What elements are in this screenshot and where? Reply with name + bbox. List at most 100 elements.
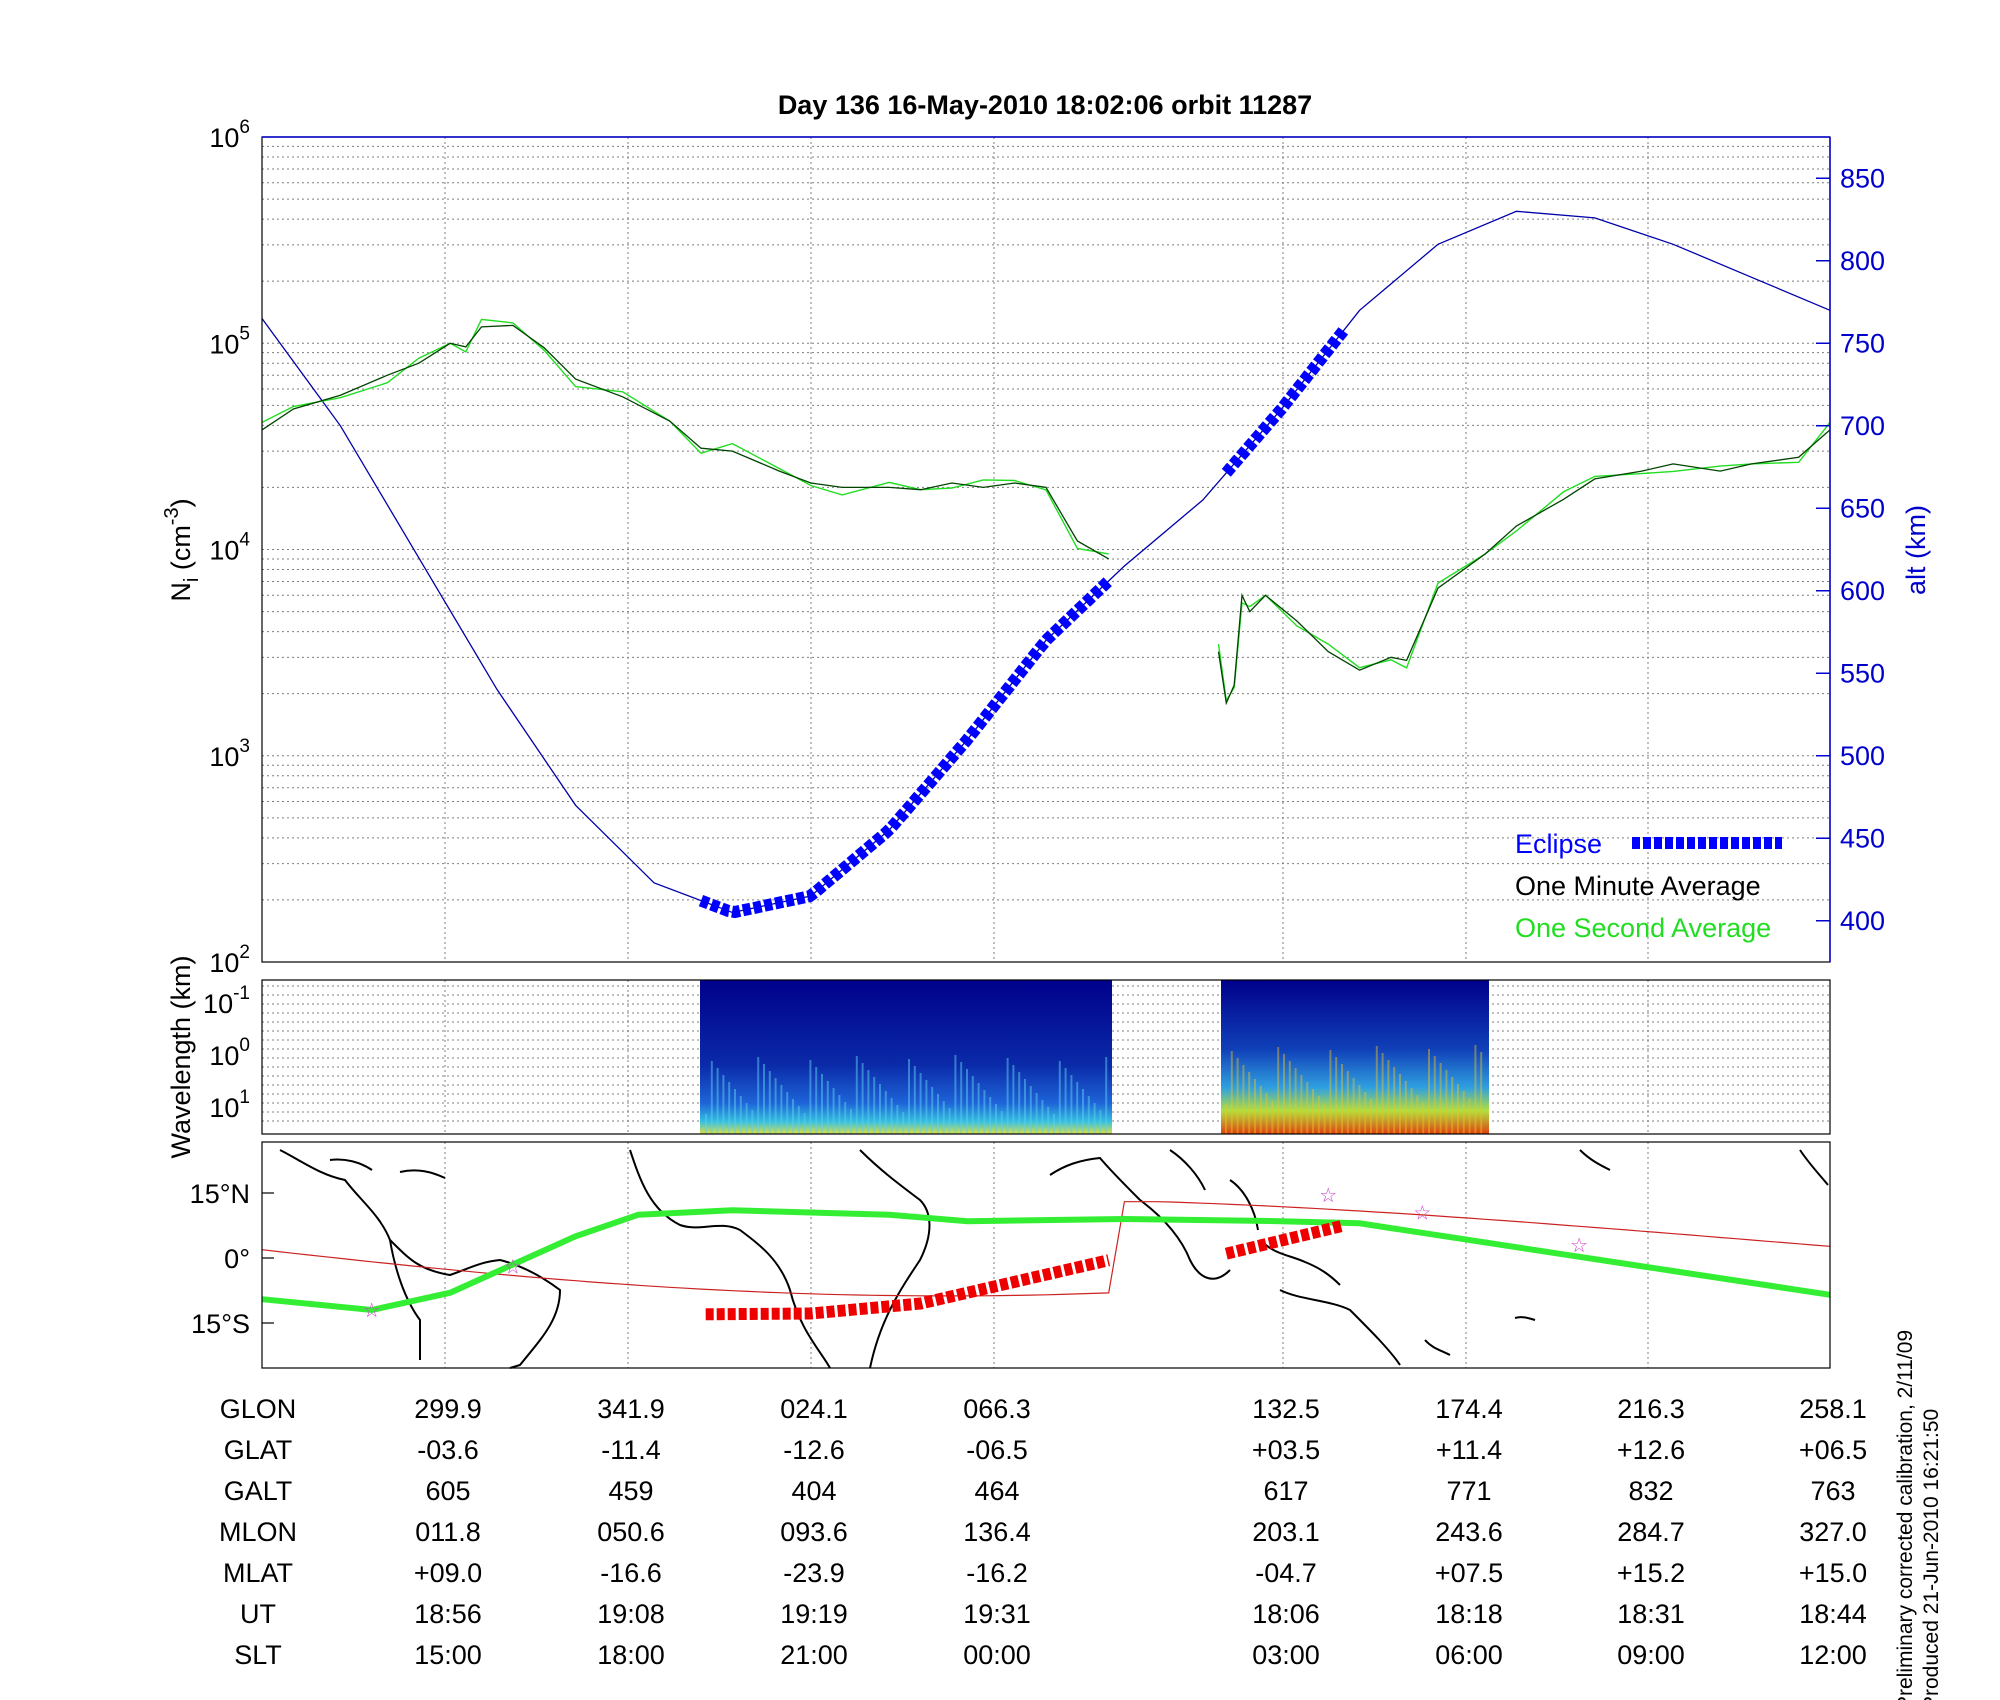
spec-stripe bbox=[763, 1064, 765, 1134]
spec-stripe bbox=[919, 1073, 922, 1134]
spectrogram-stripes bbox=[705, 1045, 1483, 1134]
spec-stripe bbox=[1370, 1099, 1372, 1134]
spec-stripe bbox=[780, 1085, 783, 1134]
table-cell: -04.7 bbox=[1255, 1558, 1317, 1588]
spec-stripe bbox=[1300, 1075, 1303, 1134]
table-cell: 12:00 bbox=[1799, 1640, 1867, 1670]
star-marker: ☆ bbox=[363, 1300, 381, 1322]
table-cell: 258.1 bbox=[1799, 1394, 1867, 1424]
spec-stripe bbox=[1041, 1100, 1044, 1134]
ytick-exp: 2 bbox=[239, 942, 250, 963]
ylabel-close: ) bbox=[166, 498, 196, 507]
spec-ytick-base: 10 bbox=[203, 989, 233, 1019]
spec-stripe bbox=[948, 1108, 951, 1134]
map-eclipse-segment bbox=[1224, 1219, 1346, 1260]
table-cell: 00:00 bbox=[963, 1640, 1031, 1670]
spec-stripe bbox=[751, 1110, 754, 1134]
ephemeris-table: GLON 299.9 341.9 024.1 066.3 132.5 174.4 216.3 2… bbox=[219, 1394, 1867, 1670]
table-cell: 19:19 bbox=[780, 1599, 848, 1629]
spec-stripe bbox=[971, 1076, 974, 1134]
table-cell: 404 bbox=[791, 1476, 836, 1506]
spec-stripe bbox=[1230, 1051, 1233, 1134]
table-cell: +15.2 bbox=[1617, 1558, 1685, 1588]
table-cell: 011.8 bbox=[415, 1517, 481, 1547]
table-cell: +07.5 bbox=[1435, 1558, 1503, 1588]
spec-stripe bbox=[1024, 1079, 1026, 1134]
table-row-label: MLON bbox=[219, 1517, 297, 1547]
second-average-line bbox=[261, 318, 1109, 555]
map-eclipse-markers bbox=[705, 1219, 1346, 1321]
spec-ytick-base: 10 bbox=[209, 1041, 239, 1071]
spec-stripe bbox=[867, 1070, 870, 1134]
ylabel-altitude: alt (km) bbox=[1901, 505, 1931, 595]
spec-stripe bbox=[977, 1083, 980, 1134]
spec-stripe bbox=[809, 1060, 812, 1134]
spec-stripe bbox=[1457, 1084, 1459, 1134]
map-frame bbox=[261, 1141, 1831, 1369]
spectrogram-block-1 bbox=[700, 980, 1112, 1134]
altitude-line bbox=[261, 210, 1831, 914]
table-cell: 763 bbox=[1810, 1476, 1855, 1506]
spectrogram-grid bbox=[262, 980, 1831, 1134]
spec-stripe bbox=[716, 1068, 719, 1134]
spec-stripe bbox=[913, 1066, 916, 1134]
table-cell: 132.5 bbox=[1252, 1394, 1320, 1424]
spec-stripe bbox=[1064, 1068, 1067, 1134]
spec-stripe bbox=[960, 1062, 963, 1134]
ylabel-wavelength: Wavelength (km) bbox=[166, 955, 196, 1158]
spec-stripe bbox=[861, 1063, 864, 1134]
map-eclipse-segment bbox=[705, 1254, 1111, 1321]
spec-stripe bbox=[925, 1080, 928, 1134]
ytick-exp: 6 bbox=[239, 117, 250, 138]
table-cell: 18:00 bbox=[597, 1640, 665, 1670]
spec-stripe bbox=[1428, 1049, 1430, 1134]
ylabel-main: N bbox=[166, 582, 196, 602]
spec-stripe bbox=[1070, 1075, 1073, 1134]
table-cell: 771 bbox=[1446, 1476, 1491, 1506]
table-row-label: SLT bbox=[234, 1640, 282, 1670]
star-marker: ☆ bbox=[1570, 1235, 1588, 1257]
eclipse-segment bbox=[698, 576, 1113, 919]
ytick-left-label: 106 bbox=[209, 117, 250, 153]
table-cell: 03:00 bbox=[1252, 1640, 1320, 1670]
table-cell: 09:00 bbox=[1617, 1640, 1685, 1670]
spec-ytick-label: 10-1 bbox=[203, 983, 250, 1019]
table-row-label: GALT bbox=[224, 1476, 293, 1506]
spec-stripe bbox=[838, 1095, 841, 1134]
ytick-left-label: 105 bbox=[209, 323, 250, 359]
spec-stripe bbox=[757, 1057, 760, 1134]
table-cell: 18:06 bbox=[1252, 1599, 1320, 1629]
spec-stripe bbox=[1346, 1071, 1349, 1134]
ylabel-unit: (cm bbox=[166, 525, 196, 577]
spec-stripe bbox=[710, 1061, 713, 1134]
spec-stripe bbox=[1076, 1082, 1079, 1134]
right-axis-ticks: 400 450 500 550 600 650 700 750 800 850 bbox=[1816, 163, 1885, 936]
spec-stripe bbox=[774, 1078, 777, 1134]
orbit-track-line bbox=[261, 1201, 1831, 1297]
spec-stripe bbox=[1093, 1103, 1096, 1134]
spec-stripe bbox=[1012, 1065, 1015, 1134]
table-cell: 605 bbox=[425, 1476, 470, 1506]
spec-stripe bbox=[1375, 1046, 1378, 1134]
spec-stripe bbox=[966, 1069, 968, 1134]
ytick-base: 10 bbox=[209, 948, 239, 978]
ytick-right-label: 550 bbox=[1840, 658, 1885, 688]
spec-stripe bbox=[1288, 1061, 1291, 1134]
second-average-line bbox=[1217, 421, 1831, 703]
eclipse-markers bbox=[698, 326, 1349, 919]
ytick-left-label: 103 bbox=[209, 736, 250, 772]
legend-second: One Second Average bbox=[1515, 913, 1771, 943]
ytick-right-label: 600 bbox=[1840, 576, 1885, 606]
table-cell: -06.5 bbox=[966, 1435, 1028, 1465]
spec-ytick-exp: 1 bbox=[239, 1087, 250, 1108]
minute-average-line bbox=[1217, 429, 1831, 706]
table-cell: +06.5 bbox=[1799, 1435, 1867, 1465]
spec-stripe bbox=[1053, 1114, 1055, 1134]
spec-stripe bbox=[786, 1092, 789, 1134]
spec-stripe bbox=[1271, 1100, 1274, 1134]
ytick-left-label: 102 bbox=[209, 942, 250, 978]
